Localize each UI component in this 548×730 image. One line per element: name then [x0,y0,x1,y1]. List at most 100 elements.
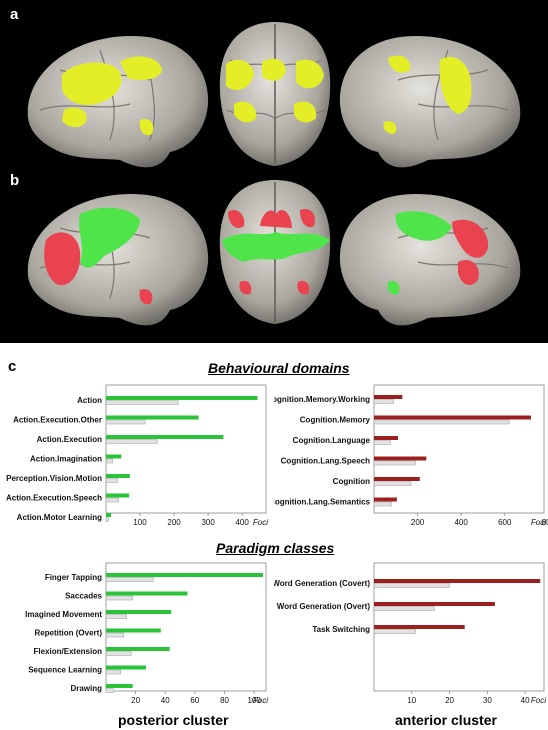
category-label: Finger Tapping [45,573,102,582]
bar-baseline [373,440,391,445]
section-title-paradigm: Paradigm classes [216,540,335,556]
category-label: Action.Execution.Speech [6,494,102,503]
tick-label: 80 [220,696,229,705]
brain-lateral-left-b [27,194,209,326]
category-label: Flexion/Extension [34,647,103,656]
brain-row-a [27,22,521,168]
bar-baseline [105,595,133,601]
category-label: Saccades [65,592,102,601]
chart-paradigm-posterior: Finger Tapping Saccades Imagined Movement R… [25,562,268,705]
category-label: Cognition.Lang.Speech [281,457,370,466]
chart-frame [373,384,545,514]
bar-cluster [374,579,541,583]
chart-behavioural-anterior: Cognition.Memory.Working Cognition.Memory… [274,384,548,527]
tick-label: 600 [498,518,512,527]
tick-label: 100 [133,518,147,527]
bar-cluster [106,591,188,596]
bar-cluster [106,610,172,614]
bar-baseline [373,583,450,588]
bar-cluster [106,628,161,633]
panel-label-c: c [8,358,17,375]
bar-baseline [373,399,394,404]
bar-baseline [105,497,119,503]
tick-label: 400 [454,518,468,527]
category-label: Action [77,396,102,405]
bar-cluster [106,415,199,420]
category-label: Task Switching [312,625,370,634]
brain-dorsal-b [219,180,331,324]
brain-lateral-right-b [339,194,521,326]
category-label: Word Generation (Covert) [274,579,370,588]
bar-cluster [374,415,531,420]
brain-renderings [27,22,521,326]
bar-baseline [105,632,125,638]
bar-cluster [374,477,420,481]
category-label: Sequence Learning [28,666,102,675]
bar-cluster [106,573,264,577]
tick-label: 40 [521,696,530,705]
bar-cluster [106,435,224,439]
bar-cluster [106,454,122,459]
category-label: Repetition (Overt) [34,629,102,638]
bar-baseline [373,501,392,507]
bar-cluster [106,665,146,670]
bar-cluster [374,625,465,629]
category-label: Cognition [333,477,370,486]
section-title-behavioural: Behavioural domains [208,360,350,376]
bar-baseline [373,629,416,634]
bar-cluster [374,395,403,399]
tick-label: 20 [445,696,454,705]
axis-label-foci: Foci [253,518,268,527]
brain-lateral-left-a [27,36,209,168]
bar-baseline [105,419,146,425]
category-label: Action.Motor Learning [17,513,102,522]
chart-paradigm-anterior: Word Generation (Covert) Word Generation … [274,562,546,705]
category-label: Action.Execution [37,435,102,444]
category-label: Cognition.Memory [300,416,371,425]
bar-cluster [374,602,495,606]
bar-cluster [106,513,112,517]
tick-label: 300 [201,518,215,527]
tick-label: 30 [483,696,492,705]
bar-cluster [106,684,133,688]
chart-behavioural-posterior: Action Action.Execution.Other Action.Execu… [6,384,268,527]
tick-label: 40 [161,696,170,705]
bar-cluster [106,396,258,400]
bar-baseline [105,478,119,483]
bar-baseline [105,688,114,693]
bar-baseline [373,606,435,611]
category-label: Cognition.Language [293,436,371,445]
panel-label-b: b [10,172,20,189]
brain-renderings-panel: a b [0,0,548,343]
bar-baseline [105,458,114,464]
brain-dorsal-a [219,22,331,166]
category-label: Drawing [70,684,102,693]
cluster-title-anterior: anterior cluster [395,712,497,728]
tick-label: 20 [131,696,140,705]
chart-frame [105,562,267,692]
category-label: Cognition.Lang.Semantics [274,498,371,507]
bar-baseline [105,614,127,619]
category-label: Action.Imagination [30,455,102,464]
bar-baseline [105,669,122,675]
tick-label: 200 [167,518,181,527]
category-label: Perception.Vision.Motion [6,474,102,483]
bar-cluster [374,436,398,440]
brain-row-b [27,180,521,326]
bar-cluster [106,647,170,651]
tick-label: 60 [190,696,199,705]
bar-baseline [105,577,154,582]
bar-cluster [374,456,427,461]
category-label: Cognition.Memory.Working [274,395,370,404]
bar-baseline [105,439,158,444]
panel-label-a: a [10,6,19,23]
bar-baseline [105,651,132,656]
chart-frame [105,384,267,514]
category-label: Action.Execution.Other [13,416,102,425]
bar-baseline [373,481,412,486]
tick-label: 10 [407,696,416,705]
category-label: Word Generation (Overt) [277,602,371,611]
brain-lateral-right-a [339,36,521,168]
cluster-title-posterior: posterior cluster [118,712,229,728]
axis-label-foci: Foci [531,696,546,705]
